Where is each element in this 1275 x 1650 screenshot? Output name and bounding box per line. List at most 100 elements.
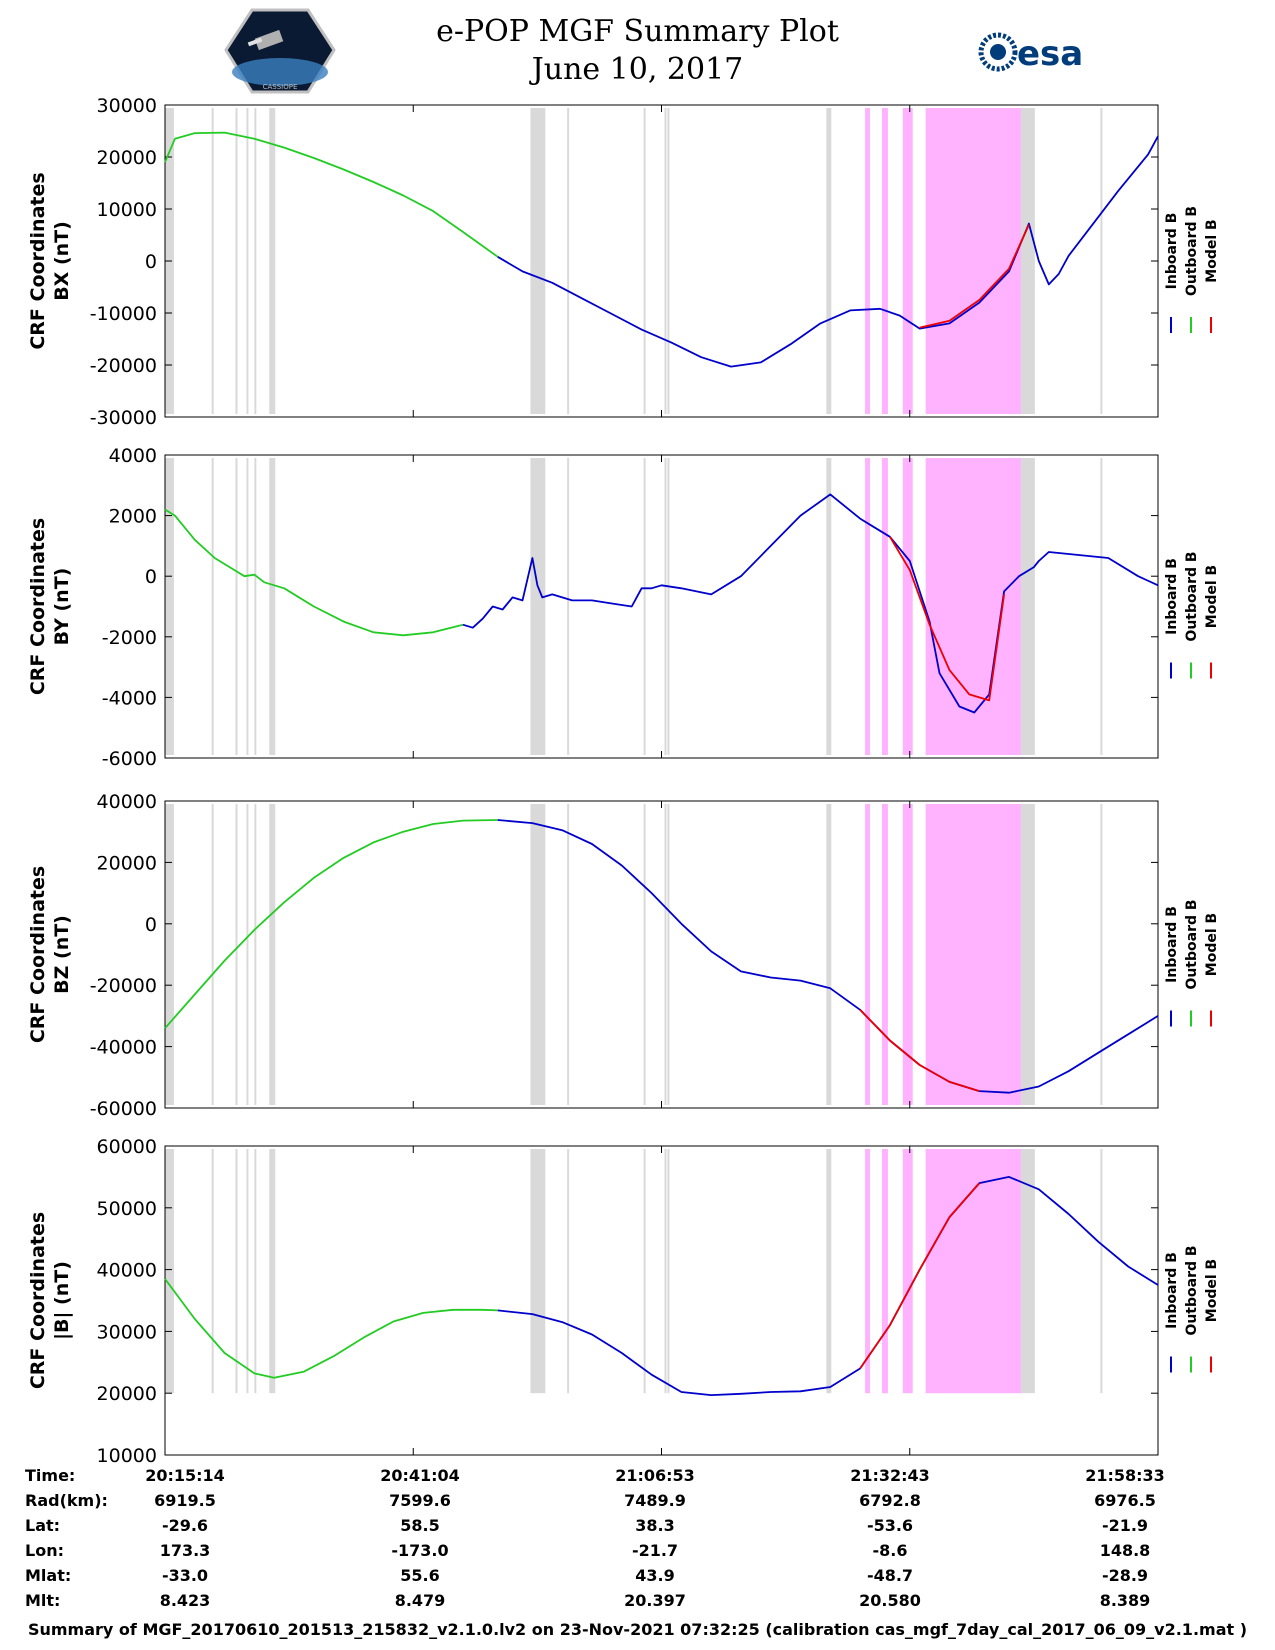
y-tick-label: 20000 [97,147,157,169]
gap-band [1018,1149,1035,1394]
y-axis-label: CRF Coordinates [27,172,49,349]
gap-band-thin [567,458,570,755]
gap-band-thin [211,458,214,755]
table-cell: 8.389 [1099,1591,1151,1610]
gap-band-thin [567,1149,570,1394]
table-cell: 148.8 [1099,1541,1151,1560]
gap-band-thin [254,804,257,1105]
y-tick-label: 20000 [97,1383,157,1405]
y-tick-label: 10000 [97,199,157,221]
highlight-band [865,108,871,414]
plot-title-line1: e-POP MGF Summary Plot [436,14,839,49]
gap-band [165,458,174,755]
gap-band [826,804,832,1105]
y-tick-label: 0 [145,914,157,936]
chart-panel-4: 60000 50000 40000 30000 20000 10000 CRF Coordi… [27,1136,1220,1467]
y-tick-label: 50000 [97,1198,157,1220]
gap-band-thin [643,804,646,1105]
gap-band [269,1149,276,1394]
highlight-band [865,1149,871,1394]
gap-band [269,458,276,755]
legend-label: Model B [1204,565,1220,628]
y-axis-units-label: BX (nT) [51,221,73,301]
table-cell: 7489.9 [624,1491,686,1510]
table-cell: 6919.5 [154,1491,216,1510]
series-line-model-b [889,536,1005,702]
y-tick-label: -60000 [90,1098,157,1120]
gap-band [1018,108,1035,414]
gap-band [530,1149,546,1394]
highlight-band [881,108,888,414]
gap-band-thin [211,804,214,1105]
gap-band-thin [1100,804,1103,1105]
gap-band [530,108,546,414]
gap-band-thin [235,458,238,755]
footer-caption: Summary of MGF_20170610_201513_215832_v2… [27,1620,1248,1639]
gap-band-thin [254,1149,257,1394]
highlight-band [902,108,913,414]
y-tick-label: 0 [145,566,157,588]
gap-band-thin [1100,458,1103,755]
y-tick-label: -20000 [90,975,157,997]
table-cell: 21:32:43 [850,1466,930,1485]
series-line-model-b [859,1009,980,1092]
gap-band-thin [667,458,670,755]
y-axis-units-label: |B| (nT) [51,1261,73,1340]
table-cell: -48.7 [866,1566,914,1585]
gap-band-thin [235,1149,238,1394]
chart-panel-2: 4000 2000 0 -2000 -4000 -6000 CRF Coordinates B… [27,445,1220,770]
table-cell: 6976.5 [1094,1491,1156,1510]
legend-label: Inboard B [1164,558,1180,635]
gap-band-thin [667,804,670,1105]
gap-band-thin [211,108,214,414]
series-line-model-b [919,224,1030,329]
y-tick-label: 30000 [97,1321,157,1343]
gap-band-thin [643,108,646,414]
y-axis-label: CRF Coordinates [27,866,49,1043]
series-line-inboard-b [497,135,1159,368]
y-tick-label: -30000 [90,407,157,429]
table-cell: 43.9 [635,1566,675,1585]
legend-label: Inboard B [1164,906,1180,983]
gap-band-thin [664,1149,667,1394]
legend-label: Inboard B [1164,213,1180,290]
y-tick-label: 20000 [97,852,157,874]
gap-band-thin [211,1149,214,1394]
highlight-band [902,1149,913,1394]
series-line-inboard-b [462,493,1159,714]
table-cell: -28.9 [1101,1566,1149,1585]
gap-band-thin [246,458,249,755]
table-cell: 21:06:53 [615,1466,695,1485]
highlight-band [865,804,871,1105]
y-tick-label: 60000 [97,1136,157,1158]
legend-label: Outboard B [1184,551,1200,641]
y-tick-label: 30000 [97,95,157,117]
plot-title-line2: June 10, 2017 [531,52,744,87]
table-cell: -21.7 [631,1541,679,1560]
highlight-band [881,1149,888,1394]
gap-band-thin [1100,108,1103,414]
y-tick-label: 0 [145,251,157,273]
y-tick-label: -6000 [102,748,157,770]
gap-band [530,458,546,755]
chart-panel-1: 30000 20000 10000 0 -10000 -20000 -30000 CRF Co… [27,95,1220,429]
highlight-band [925,458,1021,755]
esa-logo-text: esa [1017,34,1083,74]
series-line-outboard-b [164,1278,498,1379]
gap-band [269,804,276,1105]
series-line-inboard-b [497,819,1159,1094]
gap-band-thin [643,1149,646,1394]
highlight-band [881,804,888,1105]
gap-band-thin [246,108,249,414]
series-line-inboard-b [497,1176,1159,1396]
y-tick-label: 40000 [97,1260,157,1282]
table-cell: -8.6 [872,1541,908,1560]
gap-band-thin [1100,1149,1103,1394]
highlight-band [925,1149,1021,1394]
table-row-label: Time: [25,1466,76,1485]
table-row-label: Lat: [25,1516,61,1535]
y-tick-label: -40000 [90,1037,157,1059]
table-cell: 20:15:14 [145,1466,225,1485]
